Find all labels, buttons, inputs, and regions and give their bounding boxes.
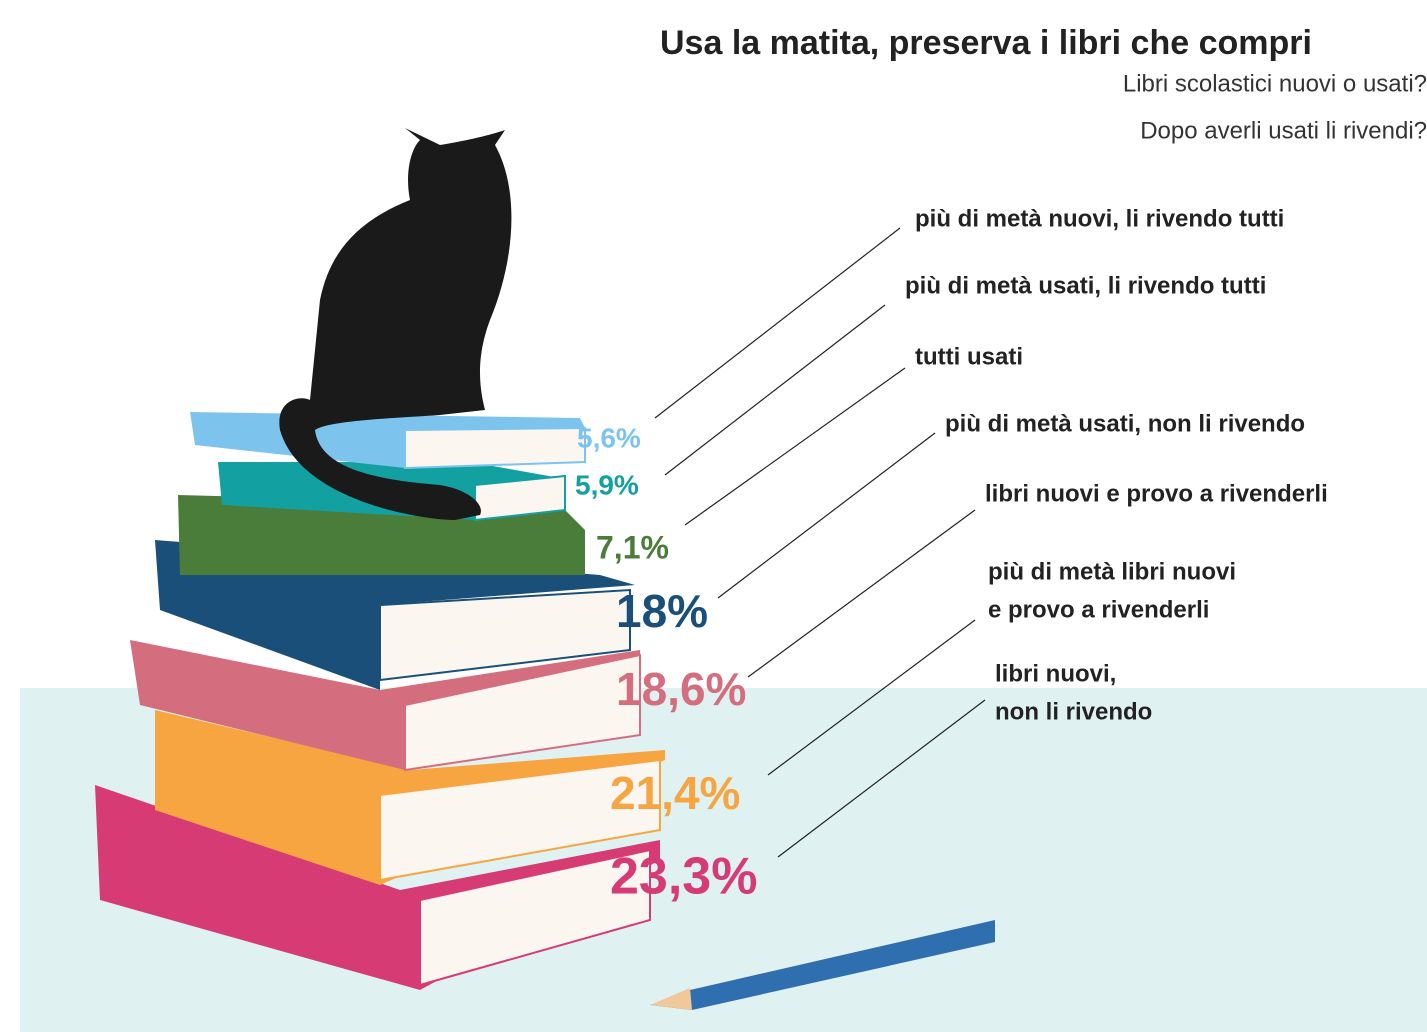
value-label: 7,1% [596, 529, 669, 565]
value-label: 18% [616, 585, 708, 637]
leader-line [685, 368, 905, 525]
category-label: non li rivendo [995, 698, 1152, 725]
value-label: 23,3% [610, 848, 757, 906]
leader-line [748, 510, 975, 677]
category-label: più di metà usati, non li rivendo [945, 410, 1305, 437]
value-label: 5,6% [577, 422, 641, 453]
leader-line [718, 433, 935, 598]
value-label: 5,9% [575, 469, 639, 500]
book-pages [405, 428, 585, 468]
value-label: 18,6% [616, 663, 746, 715]
category-label: e provo a rivenderli [988, 596, 1209, 623]
category-label: più di metà nuovi, li rivendo tutti [915, 205, 1284, 232]
category-label: più di metà libri nuovi [988, 558, 1236, 585]
leader-line [655, 228, 900, 418]
category-label: tutti usati [915, 343, 1023, 370]
leader-line [665, 305, 885, 475]
infographic: Usa la matita, preserva i libri che comp… [0, 0, 1427, 1032]
category-label: libri nuovi e provo a rivenderli [985, 480, 1328, 507]
subtitle: Libri scolastici nuovi o usati? [1123, 70, 1427, 97]
category-label: libri nuovi, [995, 660, 1116, 687]
category-label: più di metà usati, li rivendo tutti [905, 272, 1266, 299]
subtitle: Dopo averli usati li rivendi? [1140, 117, 1427, 144]
value-label: 21,4% [610, 767, 740, 819]
chart-title: Usa la matita, preserva i libri che comp… [660, 24, 1312, 62]
